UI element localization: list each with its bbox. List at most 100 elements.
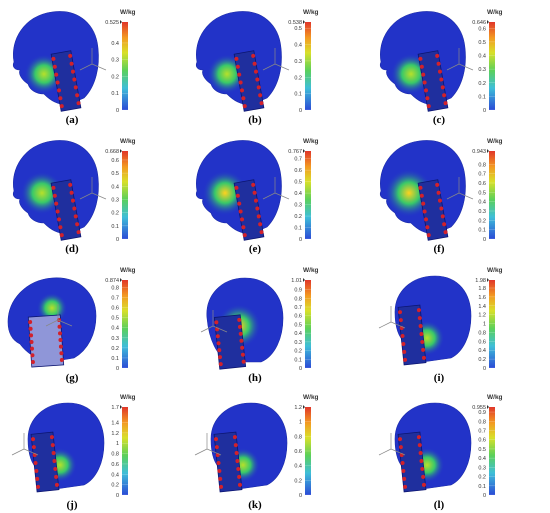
antenna-element	[439, 77, 444, 82]
colorbar-tick-label: 0	[483, 493, 486, 499]
colorbar-tick-label: 0.6	[294, 449, 302, 455]
colorbar-tick-label: 0.3	[478, 465, 486, 471]
colorbar	[489, 22, 495, 110]
colorbar-tick-label: 0	[116, 366, 119, 372]
antenna-element	[28, 320, 33, 325]
colorbar-tick-label: 0.7	[294, 305, 302, 311]
antenna-element	[219, 484, 224, 489]
antenna-element	[69, 61, 74, 66]
phone-model	[50, 179, 82, 241]
colorbar-tick-label: 0.1	[478, 228, 486, 234]
colorbar-max-label: 0.955	[472, 405, 486, 411]
colorbar-tick-label: 0.4	[111, 326, 119, 332]
antenna-element	[28, 326, 33, 331]
colorbar	[122, 407, 128, 495]
panel-k: W/kg 1.2 1 0.8 0.6 0.4 0.2 0 (k)	[183, 385, 366, 513]
antenna-element	[214, 320, 219, 325]
antenna-element	[54, 72, 59, 77]
phone-model	[233, 179, 265, 241]
panel-e: W/kg 0.767 0.7 0.6 0.5 0.4 0.3 0.2 0.1 0 (e)	[183, 129, 366, 257]
panel-label: (j)	[66, 499, 78, 511]
colorbar-tick-label: 0.1	[294, 92, 302, 98]
colorbar	[305, 22, 311, 110]
colorbar-tick-label: 0.8	[478, 162, 486, 168]
antenna-element	[236, 466, 241, 471]
panel-g: W/kg 0.874 0.8 0.7 0.6 0.5 0.4 0.3 0.2 0.1 0 (g)	[0, 258, 183, 386]
colorbar-tick-label: 0.3	[111, 58, 119, 64]
antenna-element	[30, 353, 35, 358]
panel-label: (e)	[248, 243, 262, 255]
colorbar-tick-label: 0.5	[294, 322, 302, 328]
colorbar-tick-label: 0.1	[294, 357, 302, 363]
antenna-element	[75, 93, 80, 98]
antenna-element	[52, 64, 57, 69]
colorbar-tick-label: 0	[483, 108, 486, 114]
colorbar-tick-label: 0.8	[111, 285, 119, 291]
unit-label: W/kg	[487, 9, 503, 16]
axes-triad	[11, 433, 39, 456]
antenna-element	[214, 437, 219, 442]
colorbar-tick-label: 0.1	[111, 224, 119, 230]
antenna-element	[232, 435, 237, 440]
colorbar-tick-label: 0.5	[111, 171, 119, 177]
colorbar-tick-label: 0.8	[294, 296, 302, 302]
axes-triad	[262, 177, 290, 200]
antenna-element	[425, 96, 430, 101]
colorbar	[305, 151, 311, 239]
antenna-element	[235, 64, 240, 69]
panel-label: (h)	[248, 372, 262, 384]
antenna-element	[251, 53, 256, 58]
antenna-element	[424, 88, 429, 93]
antenna-element	[234, 451, 239, 456]
colorbar-tick-label: 0.4	[111, 472, 119, 478]
antenna-element	[240, 352, 245, 357]
unit-label: W/kg	[487, 267, 503, 274]
antenna-element	[233, 443, 238, 448]
colorbar	[305, 280, 311, 368]
sar-hotspot	[202, 170, 248, 216]
antenna-element	[401, 468, 406, 473]
colorbar-tick-label: 0.7	[478, 428, 486, 434]
colorbar-tick-label: 0.6	[478, 339, 486, 345]
antenna-element	[73, 85, 78, 90]
antenna-element	[426, 104, 431, 109]
antenna-element	[426, 233, 431, 238]
antenna-element	[239, 338, 244, 343]
colorbar-tick-label: 1.2	[111, 431, 119, 437]
antenna-element	[218, 362, 223, 367]
antenna-element	[73, 214, 78, 219]
antenna-element	[435, 182, 440, 187]
colorbar	[489, 407, 495, 495]
antenna-element	[419, 193, 424, 198]
antenna-element	[29, 333, 34, 338]
unit-label: W/kg	[120, 267, 136, 274]
antenna-element	[403, 357, 408, 362]
colorbar-max-label: 1.7	[111, 405, 119, 411]
antenna-element	[216, 460, 221, 465]
antenna-element	[57, 217, 62, 222]
panel-label: (f)	[433, 243, 445, 255]
panel-f: W/kg 0.943 0.8 0.7 0.6 0.5 0.4 0.3 0.2 0.1 0 (f)	[367, 129, 550, 257]
antenna-element	[216, 341, 221, 346]
sar-hotspot	[384, 168, 434, 218]
colorbar-tick-label: 0.5	[478, 40, 486, 46]
antenna-element	[52, 193, 57, 198]
antenna-element	[36, 484, 41, 489]
antenna-element	[419, 459, 424, 464]
colorbar-max-label: 1.2	[294, 405, 302, 411]
antenna-element	[241, 359, 246, 364]
antenna-element	[421, 347, 426, 352]
antenna-element	[54, 201, 59, 206]
antenna-element	[237, 201, 242, 206]
colorbar-tick-label: 0.5	[478, 447, 486, 453]
antenna-element	[403, 484, 408, 489]
colorbar-tick-label: 0.8	[111, 452, 119, 458]
antenna-element	[421, 201, 426, 206]
antenna-element	[402, 476, 407, 481]
colorbar-tick-label: 0.3	[294, 59, 302, 65]
colorbar-max-label: 0.525	[105, 20, 119, 26]
colorbar-max-label: 0.943	[472, 149, 486, 155]
antenna-element	[217, 468, 222, 473]
colorbar-tick-label: 0.2	[294, 349, 302, 355]
colorbar-tick-label: 1.8	[478, 286, 486, 292]
